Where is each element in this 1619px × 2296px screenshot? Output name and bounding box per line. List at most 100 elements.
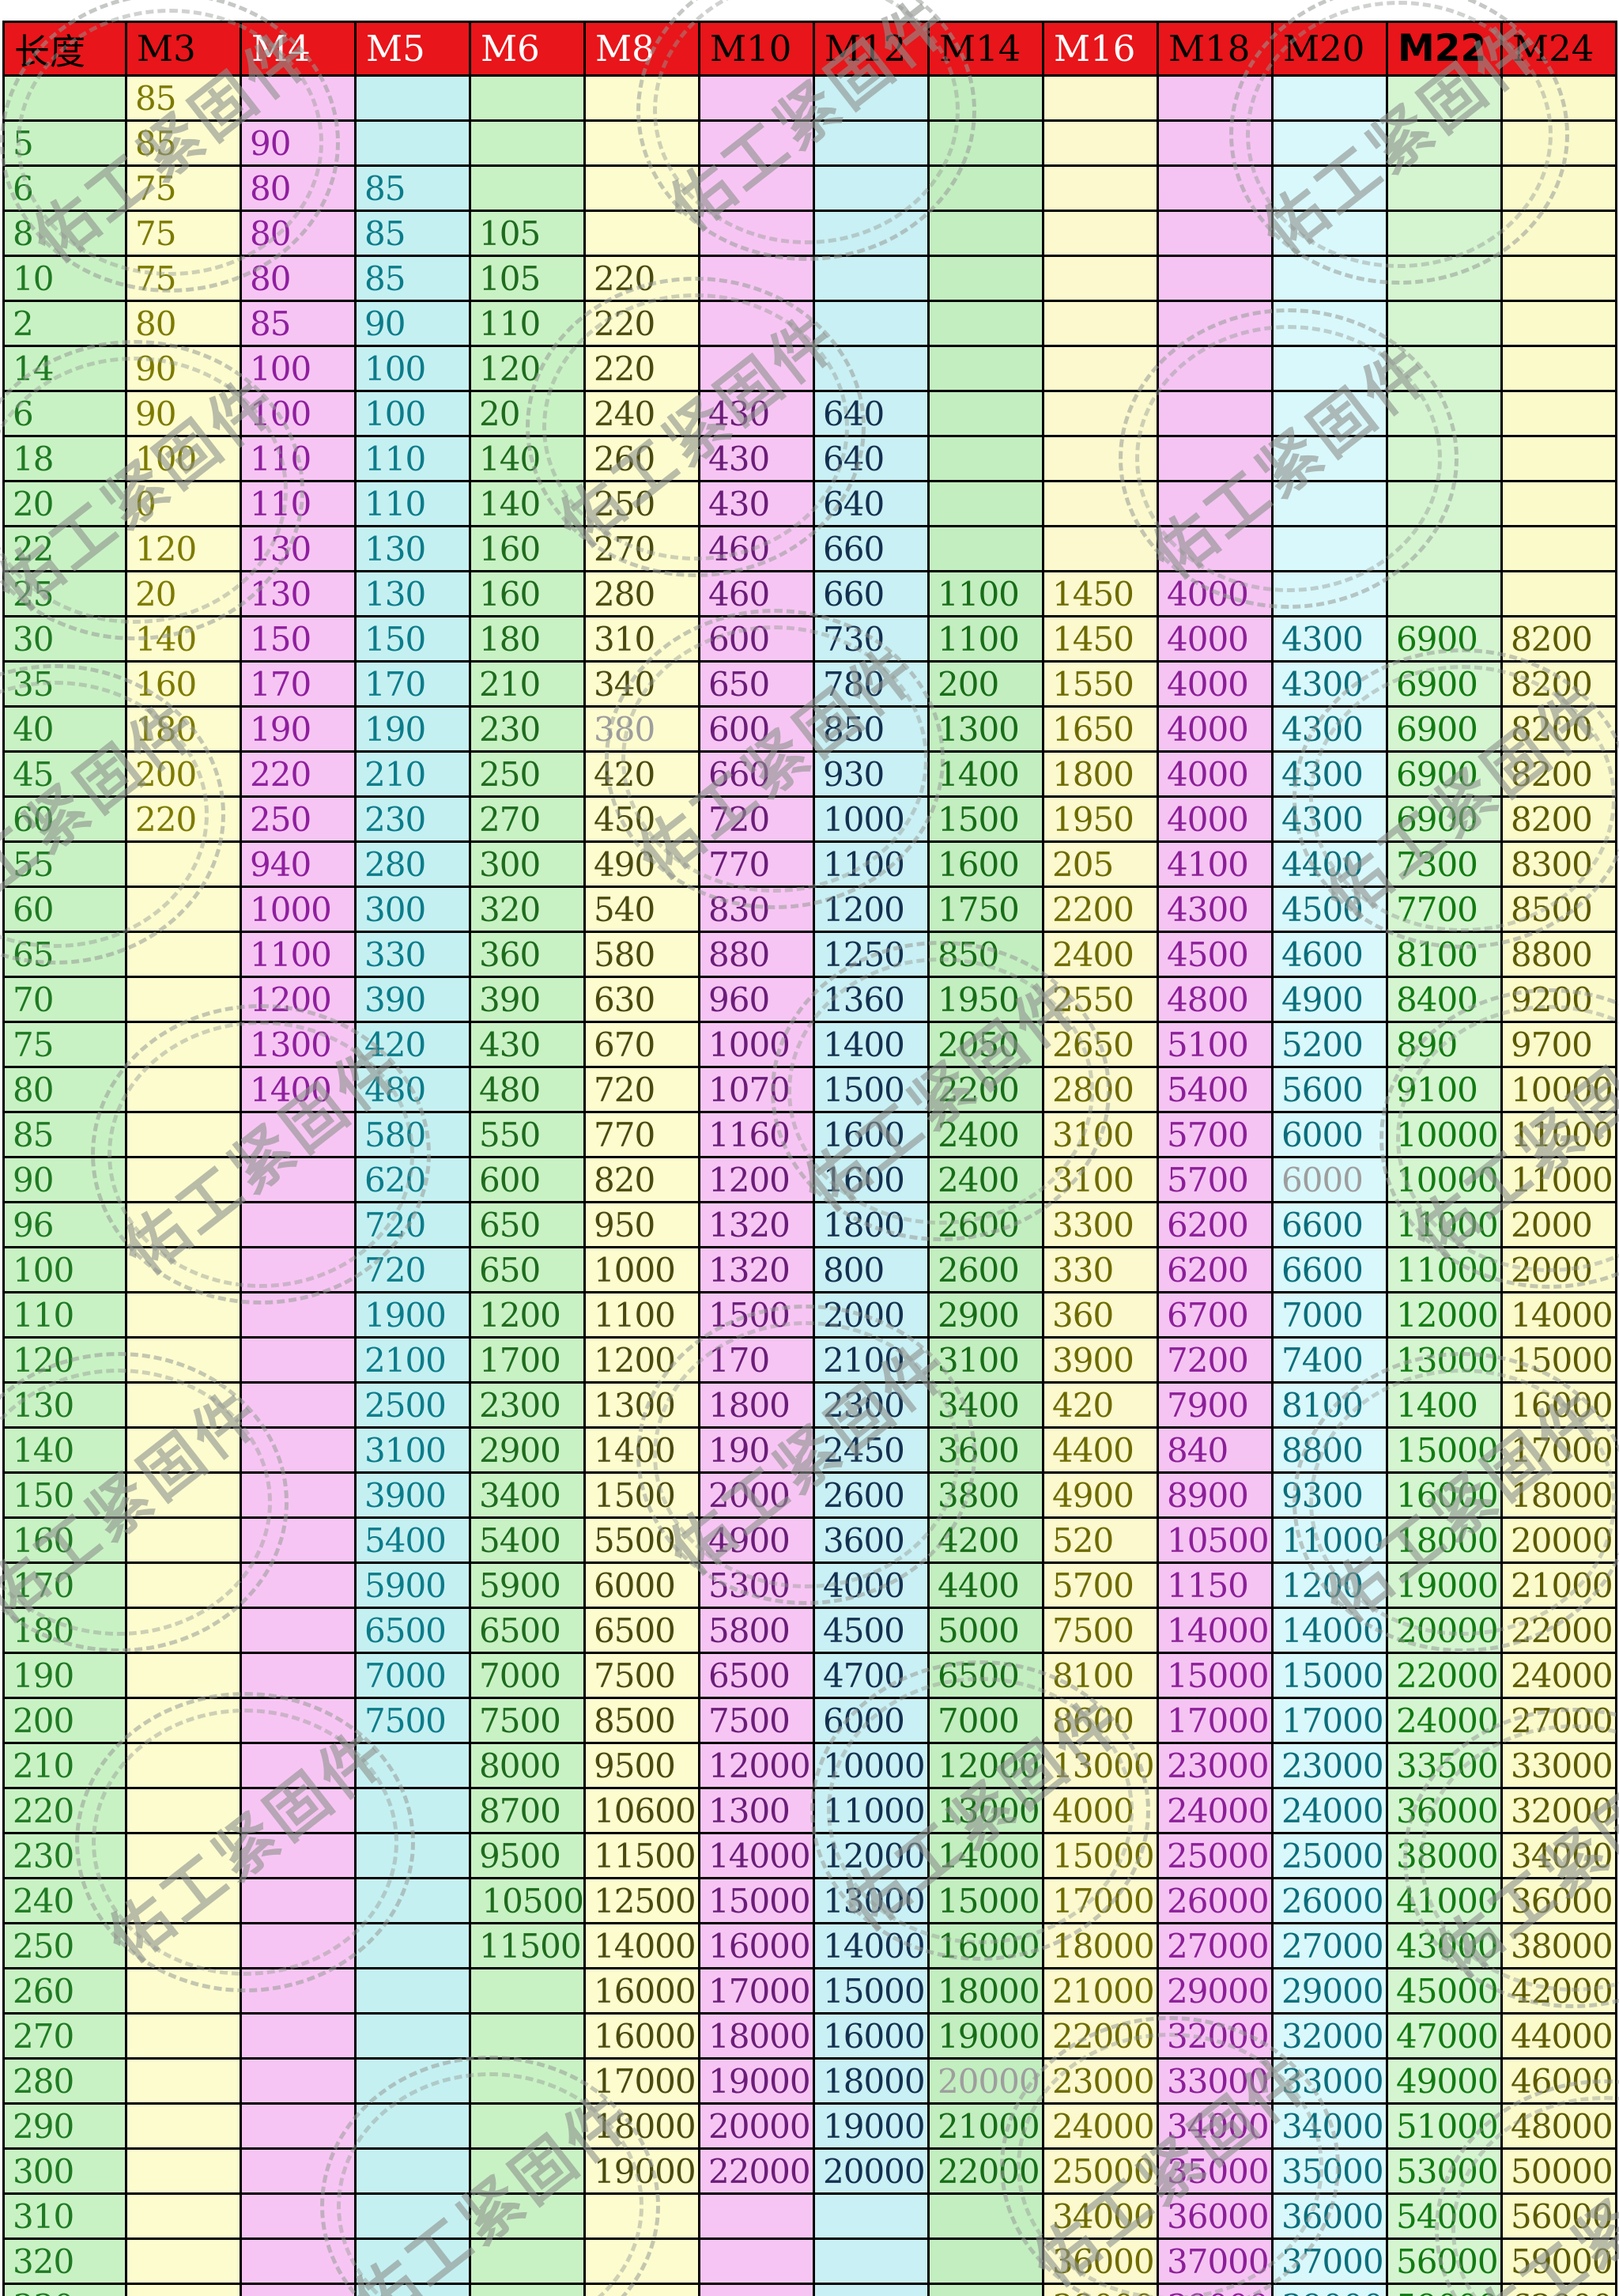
price-cell [1271, 480, 1388, 527]
column-header-length: 长度 [2, 21, 127, 77]
price-cell: 16000 [813, 2012, 930, 2060]
price-cell: 1070 [698, 1066, 815, 1113]
price-cell: 6900 [1386, 615, 1503, 663]
price-cell [354, 1967, 471, 2015]
price-cell: 16000 [1386, 1471, 1503, 1519]
price-cell: 480 [469, 1066, 586, 1113]
price-cell: 34000 [1042, 2192, 1159, 2240]
price-cell [813, 164, 930, 212]
price-cell [354, 2283, 471, 2296]
price-cell [1500, 164, 1617, 212]
price-cell [469, 119, 586, 167]
price-cell: 7500 [354, 1697, 471, 1744]
table-row: 310 34000 36000 36000 54000 56000 [2, 2192, 1617, 2240]
price-cell: 45000 [1386, 1967, 1503, 2015]
price-cell: 75 [125, 210, 242, 257]
price-cell [1157, 210, 1274, 257]
price-cell: 0 [125, 480, 242, 527]
price-cell: 205 [1042, 840, 1159, 888]
price-cell: 38000 [1500, 1922, 1617, 1969]
price-cell: 850 [927, 931, 1044, 978]
price-cell [125, 1652, 242, 1699]
price-cell: 720 [698, 795, 815, 843]
price-cell: 1600 [813, 1111, 930, 1158]
price-cell: 11000 [1386, 1246, 1503, 1293]
price-cell: 190 [240, 705, 357, 753]
price-cell: 1950 [1042, 795, 1159, 843]
price-cell: 20 [125, 570, 242, 617]
table-row: 210 8000 9500 12000 10000 12000 13000 23000 2300… [2, 1742, 1617, 1789]
price-cell: 3900 [354, 1471, 471, 1519]
price-cell [125, 2237, 242, 2285]
column-header-M10: M10 [698, 21, 815, 77]
price-cell: 27000 [1157, 1922, 1274, 1969]
price-cell [125, 1877, 242, 1924]
price-cell: 4000 [1042, 1787, 1159, 1834]
price-cell [583, 74, 700, 122]
price-cell [125, 1201, 242, 1248]
price-cell: 640 [813, 390, 930, 437]
price-cell: 37000 [1157, 2237, 1274, 2285]
price-cell: 8700 [469, 1787, 586, 1834]
price-cell: 250 [240, 795, 357, 843]
price-cell [240, 1471, 357, 1519]
price-cell: 6700 [1157, 1291, 1274, 1339]
price-cell [354, 74, 471, 122]
length-cell: 65 [2, 931, 127, 978]
length-cell: 35 [2, 660, 127, 708]
table-row: 140 3100 2900 1400 190 2450 3600 4400 840 8800 150… [2, 1426, 1617, 1474]
price-cell [698, 164, 815, 212]
price-cell [240, 2283, 357, 2296]
price-cell: 1300 [698, 1787, 815, 1834]
price-cell [1042, 345, 1159, 392]
price-cell: 190 [354, 705, 471, 753]
length-cell: 140 [2, 1426, 127, 1474]
price-cell: 430 [698, 480, 815, 527]
price-cell: 300 [354, 886, 471, 933]
table-row: 110 1900 1200 1100 1500 2000 2900 360 6700 7000 12… [2, 1291, 1617, 1339]
table-row: 170 5900 5900 6000 5300 4000 4400 5700 1150 1200 1… [2, 1562, 1617, 1609]
length-cell: 10 [2, 255, 127, 302]
price-cell: 940 [240, 840, 357, 888]
price-cell: 3400 [469, 1471, 586, 1519]
price-cell: 460 [698, 570, 815, 617]
table-row: 190 7000 7000 7500 6500 4700 6500 8100 15000 1500… [2, 1652, 1617, 1699]
price-cell [1500, 525, 1617, 572]
length-cell: 6 [2, 390, 127, 437]
price-cell [698, 300, 815, 347]
price-cell [125, 2283, 242, 2296]
price-cell: 650 [469, 1246, 586, 1293]
length-cell: 20 [2, 480, 127, 527]
price-cell [813, 2192, 930, 2240]
price-cell: 550 [469, 1111, 586, 1158]
price-cell [698, 2283, 815, 2296]
price-cell: 38000 [1386, 1832, 1503, 1879]
price-cell: 11500 [583, 1832, 700, 1879]
table-row: 240 10500 12500 15000 13000 15000 17000 26000 26… [2, 1877, 1617, 1924]
price-cell: 56000 [1500, 2192, 1617, 2240]
price-cell: 15000 [927, 1877, 1044, 1924]
price-cell: 14000 [1271, 1607, 1388, 1654]
price-cell: 35000 [1271, 2147, 1388, 2195]
price-cell: 29000 [1271, 1967, 1388, 2015]
price-cell: 110 [240, 435, 357, 482]
price-cell: 360 [469, 931, 586, 978]
price-cell: 85 [354, 255, 471, 302]
price-cell: 12000 [698, 1742, 815, 1789]
column-header-M18: M18 [1157, 21, 1274, 77]
price-cell: 54000 [1386, 2192, 1503, 2240]
price-cell: 480 [354, 1066, 471, 1113]
length-cell: 85 [2, 1111, 127, 1158]
price-cell: 120 [469, 345, 586, 392]
price-cell: 160 [469, 570, 586, 617]
price-cell: 75 [125, 164, 242, 212]
price-cell [125, 976, 242, 1023]
price-cell [125, 1607, 242, 1654]
price-cell: 7500 [698, 1697, 815, 1744]
price-cell: 460 [698, 525, 815, 572]
price-cell [354, 1742, 471, 1789]
price-cell: 300 [469, 840, 586, 888]
price-cell: 13000 [813, 1877, 930, 1924]
price-cell: 75 [125, 255, 242, 302]
table-row: 85 [2, 74, 1617, 122]
